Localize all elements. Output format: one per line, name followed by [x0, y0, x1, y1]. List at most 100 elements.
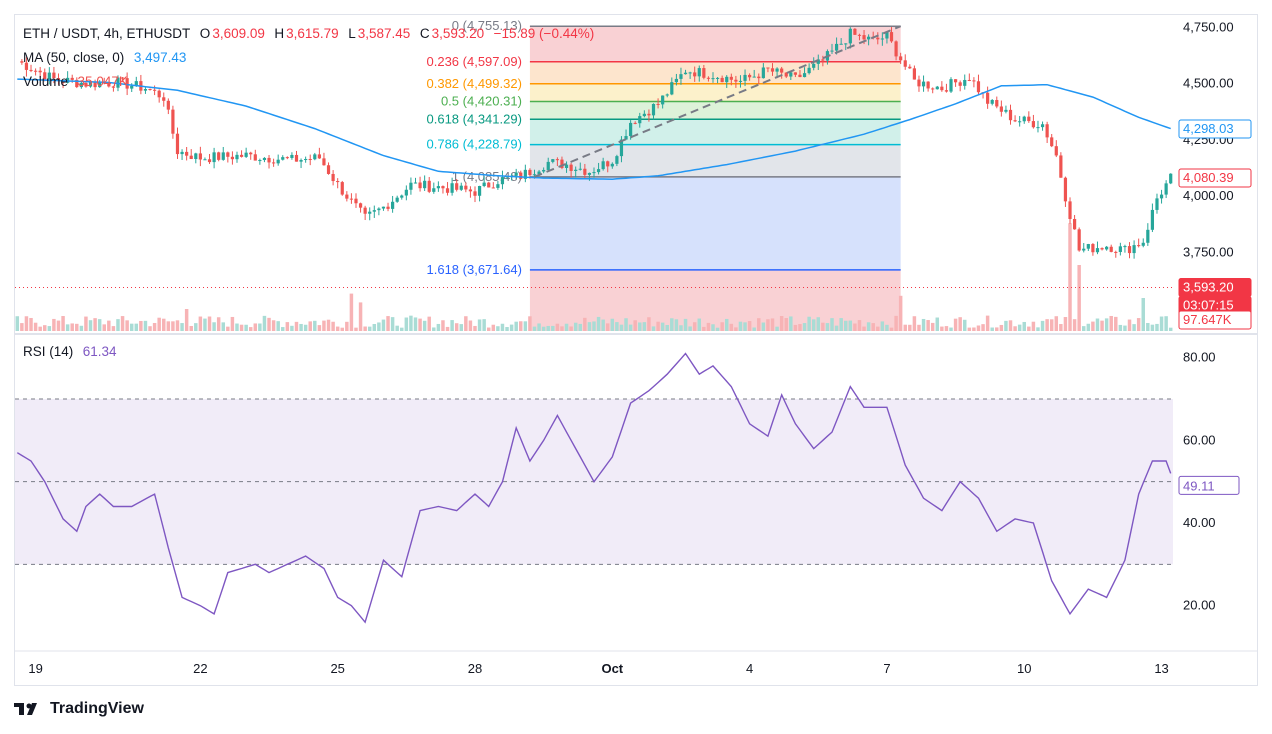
candle-body [368, 211, 372, 214]
volume-bar [97, 319, 102, 331]
candle-body [47, 72, 51, 80]
candle-body [542, 169, 546, 172]
candle-body [125, 78, 129, 89]
volume-bar [912, 316, 917, 331]
candle-body [244, 152, 248, 157]
volume-bar [363, 326, 367, 331]
volume-bar [578, 323, 583, 331]
candle-body [1091, 244, 1095, 253]
volume-bar [441, 320, 445, 331]
volume-bar [1155, 323, 1159, 331]
candle-body [400, 195, 404, 198]
candle-body [953, 79, 958, 83]
volume-bar [134, 323, 139, 331]
volume-bar [477, 319, 482, 331]
volume-bar [528, 316, 532, 331]
volume-bar [885, 324, 889, 331]
volume-bar [903, 324, 907, 331]
candle-body [198, 153, 202, 160]
candle-body [1095, 248, 1100, 253]
candle-body [715, 77, 720, 79]
chart-svg[interactable]: 0 (4,755.13) 0.236 (4,597.09) 0.382 (4,499… [15, 15, 1257, 685]
candle-body [1164, 183, 1168, 195]
candle-body [537, 171, 541, 175]
volume-bar [981, 324, 985, 331]
candle-body [482, 182, 486, 187]
candle-body [729, 76, 733, 80]
volume-bar [1082, 326, 1086, 331]
fib-zone [529, 144, 901, 177]
fib-zone [529, 83, 901, 102]
volume-bar [340, 327, 345, 331]
volume-bar [152, 322, 157, 331]
close-label: C [419, 26, 430, 41]
candle-body [290, 154, 294, 158]
fib-level-label: 1 (4,085.48) [452, 169, 522, 184]
volume-bar [702, 326, 706, 331]
candle-body [560, 159, 564, 168]
volume-bar [1136, 318, 1141, 331]
volume-bar [638, 322, 642, 331]
candle-body [693, 72, 697, 77]
price-tick-label: 3,750.00 [1183, 244, 1234, 259]
candle-body [802, 73, 807, 78]
candle-body [1077, 229, 1081, 251]
candle-body [967, 79, 971, 81]
close-value: 3,593.20 [431, 26, 485, 41]
candle-body [143, 89, 148, 91]
volume-bar [825, 323, 830, 331]
volume-bar [995, 327, 999, 331]
volume-bar [61, 316, 65, 331]
candle-body [1086, 244, 1090, 249]
volume-bar [1063, 317, 1068, 331]
candle-body [711, 78, 715, 80]
volume-bar [198, 316, 203, 331]
low-label: L [348, 26, 356, 41]
fib-level-label: 0.382 (4,499.32) [427, 76, 522, 91]
rsi-legend[interactable]: RSI (14) 61.34 [23, 344, 119, 359]
volume-bar [752, 327, 756, 331]
candle-body [336, 181, 340, 183]
candle-body [185, 151, 189, 156]
candle-body [500, 177, 505, 185]
volume-bar [143, 320, 148, 331]
volume-legend[interactable]: Volume 35.047K [23, 74, 130, 89]
volume-bar [189, 325, 193, 331]
candle-body [468, 189, 473, 192]
volume-bar [1123, 325, 1127, 331]
candle-body [752, 76, 756, 78]
candle-body [812, 63, 816, 68]
candle-body [610, 163, 614, 167]
candle-body [157, 90, 161, 98]
volume-bar [921, 318, 926, 331]
volume-bar [271, 320, 276, 331]
fib-level-label: 0.236 (4,597.09) [427, 54, 522, 69]
ma-legend[interactable]: MA (50, close, 0) 3,497.43 [23, 50, 188, 65]
candle-body [308, 158, 312, 160]
volume-bar [747, 321, 752, 331]
fib-zone [529, 26, 901, 62]
volume-bar [107, 320, 111, 331]
volume-bar [436, 323, 441, 331]
volume-bar [335, 326, 340, 331]
rsi-last-label-box [1178, 475, 1240, 495]
tradingview-logo[interactable]: TradingView [14, 700, 144, 718]
volume-bar [386, 316, 390, 331]
volume-bar [47, 326, 52, 331]
candle-body [1050, 137, 1054, 147]
volume-bar [615, 322, 619, 331]
time-tick-label: 10 [1017, 661, 1031, 676]
volume-bar [665, 324, 669, 331]
volume-bar [917, 324, 921, 331]
candle-body [395, 197, 399, 202]
volume-bar [212, 322, 216, 331]
candle-body [656, 103, 660, 105]
candle-body [1072, 218, 1077, 230]
candle-body [519, 172, 523, 179]
candle-body [1159, 194, 1164, 199]
candle-body [43, 72, 47, 80]
candle-body [601, 161, 605, 170]
candle-body [464, 185, 468, 190]
volume-bar [445, 326, 450, 331]
candle-body [546, 161, 550, 170]
